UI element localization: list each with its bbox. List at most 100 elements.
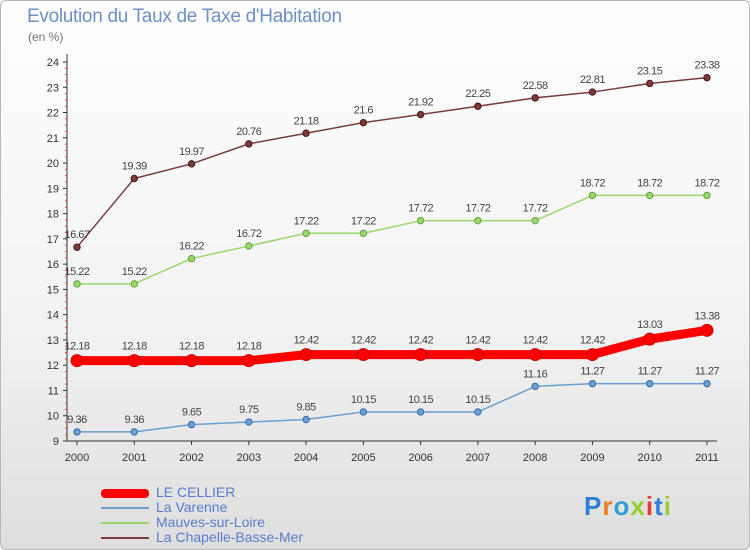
data-point — [531, 94, 539, 102]
data-point — [474, 102, 482, 110]
line-chart: 9 10 11 12 13 14 15 16 17 18 19 20 21 22 23 24 2000 2001 2… — [47, 54, 720, 464]
data-label: 12.18 — [64, 341, 89, 353]
data-point — [242, 354, 256, 368]
data-point — [359, 118, 368, 127]
logo-letter: x — [630, 491, 646, 521]
data-label: 12.18 — [122, 341, 147, 353]
legend-swatch — [101, 522, 149, 524]
data-label: 21.92 — [408, 97, 433, 109]
data-label: 16.22 — [179, 241, 204, 253]
data-label: 17.22 — [294, 215, 319, 227]
data-label: 17.22 — [351, 215, 376, 227]
data-point — [245, 140, 253, 148]
data-label: 12.42 — [408, 335, 433, 347]
x-tick-label: 2006 — [408, 452, 432, 464]
data-point — [70, 354, 84, 368]
data-label: 12.42 — [580, 335, 605, 347]
data-label: 12.42 — [523, 335, 548, 347]
proxiti-logo: Proxiti — [584, 491, 672, 522]
data-label: 19.97 — [179, 146, 204, 158]
y-tick-label: 11 — [48, 385, 59, 397]
legend-swatch — [101, 507, 149, 509]
data-label: 18.72 — [580, 177, 605, 189]
data-label: 17.72 — [408, 203, 433, 215]
x-tick-label: 2010 — [637, 452, 661, 464]
data-label: 12.42 — [465, 335, 490, 347]
data-label: 22.25 — [465, 88, 490, 100]
data-point — [245, 418, 253, 426]
data-point — [187, 160, 196, 168]
data-point — [585, 348, 599, 362]
data-point — [73, 428, 81, 436]
x-tick-label: 2000 — [65, 452, 89, 464]
x-tick-label: 2008 — [523, 452, 547, 464]
data-point — [416, 110, 425, 119]
legend-swatch — [101, 537, 149, 539]
data-point — [588, 191, 597, 200]
legend-item-le-cellier: LE CELLIER — [101, 484, 401, 502]
data-label: 12.42 — [351, 335, 376, 347]
data-point — [414, 348, 428, 362]
data-point — [474, 408, 482, 416]
data-point — [302, 415, 310, 424]
x-tick-label: 2011 — [695, 452, 719, 464]
data-point — [643, 332, 657, 346]
y-tick-label: 16 — [47, 259, 59, 271]
data-point — [187, 254, 196, 263]
y-tick-label: 12 — [47, 360, 59, 372]
y-tick-label: 24 — [47, 57, 59, 69]
data-label: 17.72 — [523, 203, 548, 215]
data-label: 22.58 — [523, 80, 548, 92]
data-point — [130, 428, 138, 436]
data-label: 13.38 — [694, 310, 719, 322]
data-point — [703, 191, 711, 200]
data-label: 11.27 — [695, 366, 720, 378]
data-point — [185, 354, 199, 368]
data-label: 10.15 — [351, 394, 376, 406]
logo-letter: r — [602, 491, 614, 521]
logo-letter: P — [584, 491, 603, 521]
data-label: 18.72 — [694, 177, 719, 189]
y-tick-label: 21 — [47, 133, 59, 145]
data-point — [245, 242, 253, 250]
series-line — [76, 194, 708, 285]
data-point — [531, 382, 539, 391]
y-tick-label: 19 — [47, 183, 59, 195]
x-tick-label: 2005 — [351, 452, 375, 464]
data-label: 23.15 — [637, 65, 662, 77]
chart-title: Evolution du Taux de Taxe d'Habitation — [27, 6, 342, 27]
data-point — [130, 280, 138, 288]
legend-label: LE CELLIER — [156, 484, 236, 500]
legend-swatch — [101, 489, 149, 498]
data-label: 15.22 — [122, 266, 147, 278]
data-label: 11.16 — [523, 368, 548, 380]
series-line — [72, 325, 712, 366]
data-point — [302, 229, 310, 238]
y-tick-label: 15 — [47, 284, 59, 296]
data-label: 20.76 — [236, 126, 261, 138]
series-line — [76, 382, 708, 433]
y-tick-label: 17 — [47, 234, 59, 246]
x-tick-label: 2002 — [179, 452, 203, 464]
data-label: 10.15 — [408, 394, 433, 406]
y-tick-label: 14 — [47, 310, 59, 322]
x-tick-label: 2009 — [580, 452, 604, 464]
data-point — [646, 379, 654, 388]
x-tick-label: 2001 — [122, 452, 146, 464]
data-label: 18.72 — [637, 177, 662, 189]
data-label: 21.6 — [354, 105, 374, 117]
x-tick-label: 2007 — [466, 452, 490, 464]
logo-letter: o — [613, 491, 631, 521]
x-tick-label: 2004 — [294, 452, 318, 464]
y-tick-label: 20 — [47, 158, 59, 170]
y-tick-label: 13 — [47, 335, 59, 347]
data-label: 10.15 — [465, 394, 490, 406]
data-point — [73, 243, 81, 251]
data-point — [703, 73, 711, 82]
data-point — [474, 216, 482, 225]
data-point — [531, 216, 539, 225]
data-label: 16.72 — [236, 228, 261, 240]
data-point — [528, 348, 542, 362]
data-label: 9.36 — [125, 414, 145, 426]
